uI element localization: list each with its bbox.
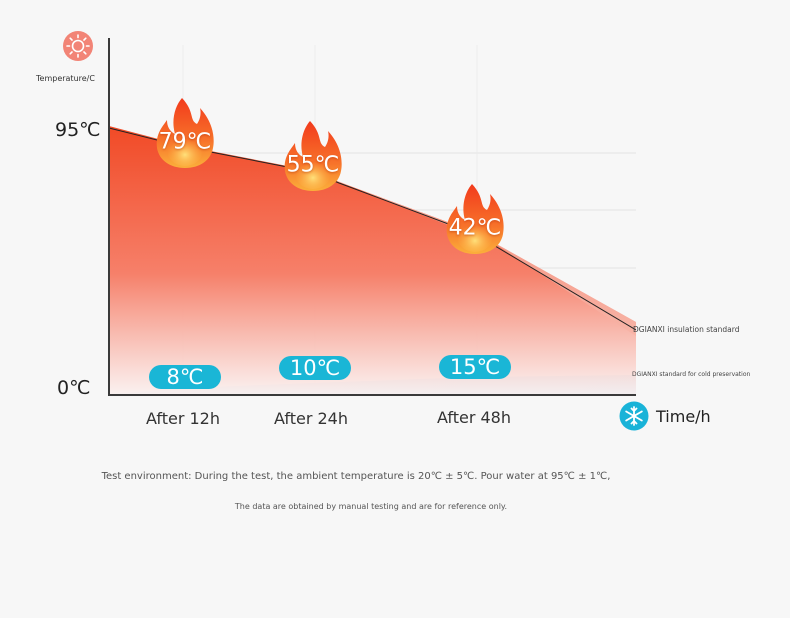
y-tick-label-max: 95℃ <box>55 119 101 141</box>
snowflake-icon <box>619 401 649 431</box>
footnote-test-environment: Test environment: During the test, the a… <box>101 471 611 482</box>
flame-core <box>457 220 493 252</box>
flame-core <box>167 134 203 166</box>
footnote-disclaimer: The data are obtained by manual testing … <box>234 502 508 511</box>
legend-insulation-standard: DGIANXI insulation standard <box>633 325 740 334</box>
data-label-hot-12h: 79℃ <box>158 129 212 155</box>
x-tick-label-12h: After 12h <box>145 409 221 428</box>
y-tick-label-min: 0℃ <box>57 377 91 399</box>
flame-icon <box>446 184 504 254</box>
sun-icon <box>63 31 93 61</box>
data-label-cold-12h: 8℃ <box>149 365 221 389</box>
x-axis-title: Time/h <box>656 407 711 426</box>
data-label-cold-48h: 15℃ <box>439 355 511 379</box>
flame-icon <box>284 121 342 191</box>
data-label-cold-24h: 10℃ <box>279 356 351 380</box>
axes <box>108 38 636 396</box>
legend-cold-standard: DGIANXI standard for cold preservation <box>632 371 751 378</box>
x-tick-label-48h: After 48h <box>436 408 512 427</box>
flame-core <box>295 157 331 189</box>
data-label-hot-48h: 42℃ <box>448 215 502 241</box>
series-area-insulation <box>109 126 636 395</box>
data-label-hot-24h: 55℃ <box>286 152 340 178</box>
flame-markers <box>156 98 504 254</box>
x-tick-label-24h: After 24h <box>273 409 349 428</box>
flame-icon <box>156 98 214 168</box>
y-axis-title: Temperature/C <box>36 74 95 83</box>
